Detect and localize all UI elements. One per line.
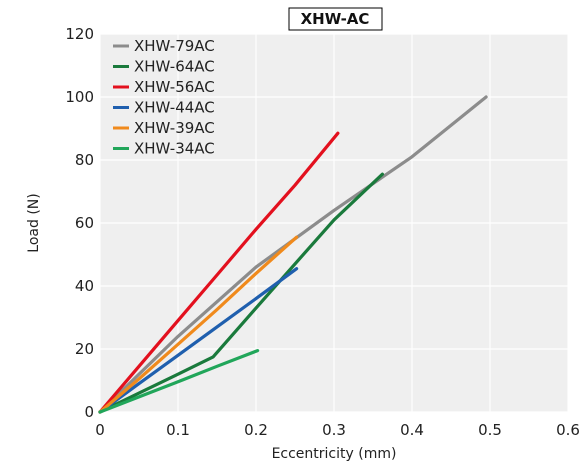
chart-title: XHW-AC: [301, 10, 370, 28]
x-tick-label: 0: [95, 421, 105, 439]
series-line-xhw-64ac: [98, 172, 384, 414]
legend-label: XHW-64AC: [134, 58, 215, 76]
x-tick-label: 0.5: [478, 421, 502, 439]
x-tick-label: 0.3: [322, 421, 346, 439]
series-line-xhw-34ac: [98, 349, 260, 414]
legend-label: XHW-39AC: [134, 119, 215, 137]
y-tick-label: 20: [75, 340, 94, 358]
series-line-xhw-56ac: [98, 131, 340, 414]
axes: 0 0.1 0.2 0.3 0.4 0.5 0.6 0 20 40 60 80 100 120: [65, 25, 580, 439]
y-tick-label: 80: [75, 151, 94, 169]
legend: XHW-79AC XHW-64AC XHW-56AC XHW-44AC XHW-39AC…: [113, 37, 215, 158]
legend-label: XHW-56AC: [134, 78, 215, 96]
legend-label: XHW-44AC: [134, 99, 215, 117]
y-tick-label: 60: [75, 214, 94, 232]
chart-title-box: [288, 7, 383, 31]
grid: [99, 33, 569, 413]
x-axis-label: Eccentricity (mm): [272, 446, 397, 462]
series-line-xhw-39ac: [98, 235, 299, 414]
x-tick-label: 0.6: [556, 421, 580, 439]
x-tick-label: 0.4: [400, 421, 424, 439]
y-tick-label: 100: [65, 88, 94, 106]
series-line-xhw-44ac: [98, 267, 299, 414]
series-layer: [98, 95, 488, 414]
chart-title-group: XHW-AC: [288, 7, 383, 31]
y-tick-label: 40: [75, 277, 94, 295]
y-tick-label: 120: [65, 25, 94, 43]
x-tick-label: 0.1: [166, 421, 190, 439]
legend-label: XHW-34AC: [134, 140, 215, 158]
y-tick-label: 0: [84, 403, 94, 421]
y-axis-label: Load (N): [26, 193, 42, 252]
x-tick-label: 0.2: [244, 421, 268, 439]
legend-label: XHW-79AC: [134, 37, 215, 55]
